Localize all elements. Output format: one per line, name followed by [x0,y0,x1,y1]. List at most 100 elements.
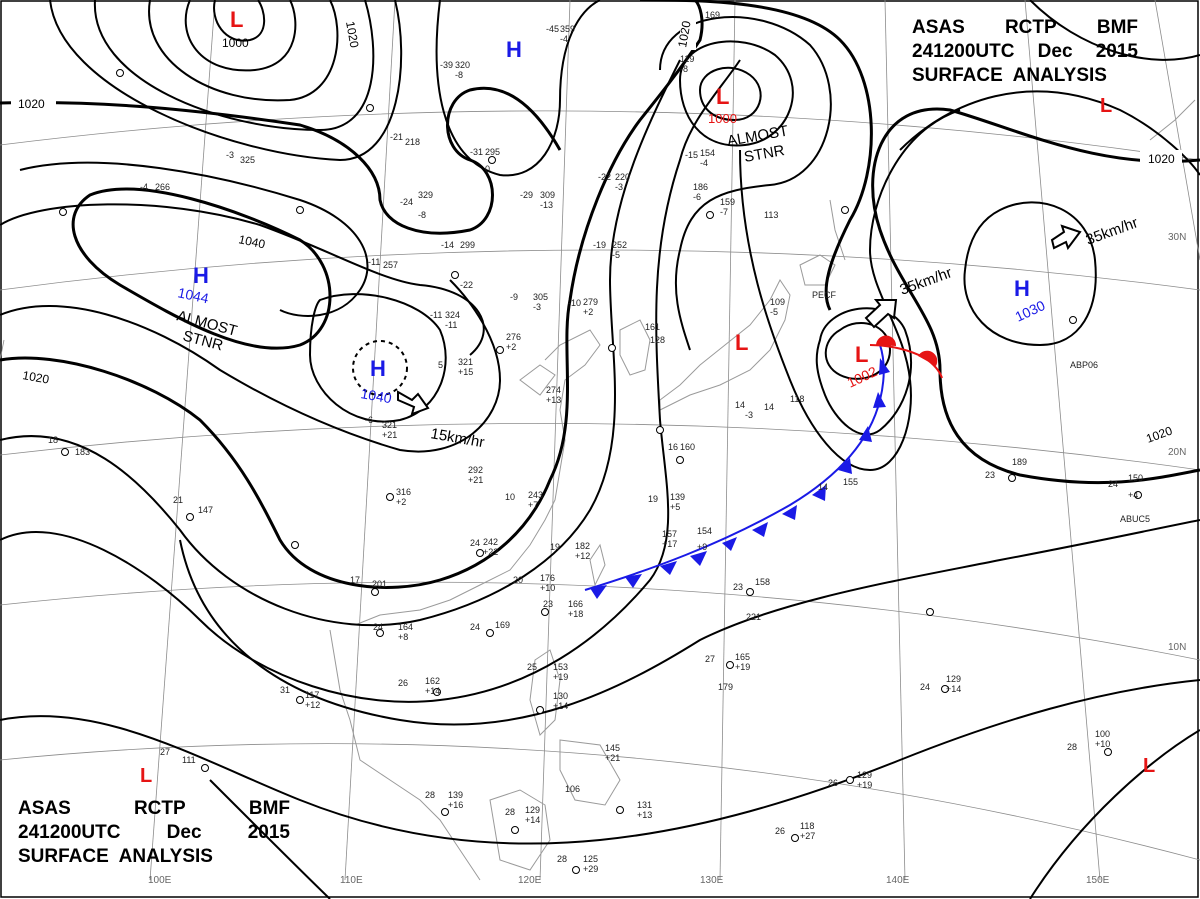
station-value: 5 [438,360,443,370]
station-value: +15 [458,367,473,377]
station-value: 220 [615,172,630,182]
station-value: 23 [985,470,995,480]
station-value: 24 [1108,479,1118,489]
station-circle [59,208,67,216]
station-value: 16 [668,442,678,452]
station-value: 31 [280,685,290,695]
station-value: +5 [670,502,680,512]
station-circle [476,549,484,557]
parallel-40n [0,110,1200,161]
station-value: -8 [418,210,426,220]
low-center-symbol: L [716,84,729,109]
station-circle [616,806,624,814]
station-value: 186 [693,182,708,192]
station-circle [846,776,854,784]
station-value: 166 [568,599,583,609]
station-value: -6 [365,415,373,425]
movement-arrows [397,224,1082,416]
station-circle [451,271,459,279]
low-center-symbol: L [1100,95,1112,117]
footer-year: 2015 [247,822,290,843]
isobar-se [1029,729,1200,899]
station-value: +21 [382,430,397,440]
meridian-160e [1154,0,1200,261]
footer-line-1: ASAS RCTP BMF [18,797,290,821]
station-circle [941,685,949,693]
isobar-1040 [71,187,332,350]
station-value: 189 [1012,457,1027,467]
coast-borneo [489,789,551,871]
station-value: 165 [735,652,750,662]
station-value: +13 [546,395,561,405]
station-value: +22 [483,547,498,557]
footer-line-2: 241200UTC Dec 2015 [18,821,290,845]
cold-front-triangle [660,561,677,575]
cold-front-triangle [590,585,607,599]
low-center-value: 1000 [708,111,737,126]
station-value: +18 [568,609,583,619]
isobar-east-1020 [871,107,1200,485]
longitude-label: 100E [148,875,172,886]
header-source: BMF [1096,17,1138,38]
station-value: 14 [764,402,774,412]
isobar-low-nw-4 [93,0,375,132]
station-value: 153 [553,662,568,672]
station-circle [371,588,379,596]
meridian-130e [719,0,736,881]
station-circle [541,608,549,616]
high-center-symbol: H [193,263,209,288]
station-value: 19 [550,542,560,552]
isobar-label: 1020 [675,19,693,48]
station-code: PECF [812,290,837,300]
isobar-south-main [179,519,1200,726]
cold-front-triangle [752,522,768,537]
cold-front-triangle [722,537,737,551]
station-value: 28 [505,807,515,817]
station-value: +2 [506,342,516,352]
isobar-equatorial [209,779,331,899]
station-circle [1134,491,1142,499]
station-value: +14 [425,686,440,696]
station-circle [486,629,494,637]
header-agency: ASAS [912,17,965,38]
isobar-low-nw-inner [213,0,266,42]
station-value: 321 [382,420,397,430]
chart-footer: ASAS RCTP BMF 241200UTC Dec 2015 SURFACE… [18,797,290,869]
station-value: 17 [350,575,360,585]
station-value: 106 [565,784,580,794]
station-value: +13 [637,810,652,820]
meridian-100e [149,0,216,881]
station-value: 19 [648,494,658,504]
coast-bohai [519,364,556,396]
station-value: -11 [430,310,442,320]
grid-labels: 100E 110E 120E 130E 140E 150E 30N 20N 10… [148,232,1186,886]
isobar-west-e [0,59,741,703]
longitude-label: 120E [518,875,542,886]
station-value: -3 [533,302,541,312]
meridian-120e [539,0,571,881]
low-center-symbol: L [1143,755,1155,777]
station-circle [386,493,394,501]
header-line-2: 241200UTC Dec 2015 [912,40,1138,64]
header-title: SURFACE ANALYSIS [912,65,1107,86]
station-value: +19 [553,672,568,682]
coast-japan [659,279,791,411]
station-value: 359 [560,24,575,34]
station-value: -3 [745,410,753,420]
station-value: +27 [800,831,815,841]
station-value: 113 [764,210,778,220]
station-value: 10 [505,492,515,502]
station-value: +2 [583,307,593,317]
station-value: 145 [605,743,620,753]
station-value: 14 [735,400,745,410]
header-line-1: ASAS RCTP BMF [912,16,1138,40]
cold-front-triangle [625,574,642,588]
station-value: 295 [485,147,500,157]
station-value: +10 [540,583,555,593]
station-value: 23 [733,582,743,592]
station-value: 27 [705,654,715,664]
station-value: 157 [662,529,677,539]
station-circle [676,456,684,464]
